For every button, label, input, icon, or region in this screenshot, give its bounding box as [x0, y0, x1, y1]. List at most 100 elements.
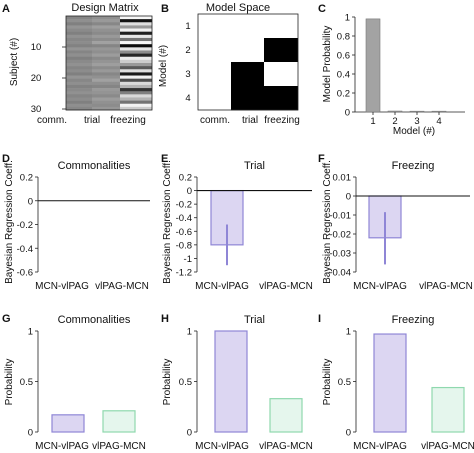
- panel-a-cell: [120, 25, 152, 29]
- panel-a-cell: [66, 31, 92, 36]
- panel-a-cell: [92, 59, 120, 64]
- panel-b-ytick-3: 3: [185, 69, 190, 80]
- panel-a-cell: [66, 75, 92, 79]
- panel-a-cell: [92, 75, 120, 79]
- panel-b-cell: [264, 14, 298, 39]
- panel-a-cell: [92, 56, 120, 61]
- panel-a-cell: [120, 16, 152, 20]
- panel-c-bar: [387, 110, 403, 113]
- panel-a-heatmap: [66, 16, 152, 111]
- panel-a-cell: [92, 106, 120, 111]
- panel-a-cell: [92, 22, 120, 26]
- panel-e-ytick-label: -0.4: [176, 213, 192, 224]
- panel-e-ytick-label: -0.8: [176, 240, 192, 251]
- panel-c-xlabel: Model (#): [393, 126, 435, 137]
- panel-f-ytick-label: 0.01: [333, 173, 352, 184]
- panel-a-cell: [92, 34, 120, 39]
- panel-b-heatmap: [198, 14, 298, 111]
- panel-a-cell: [66, 91, 92, 95]
- panel-label-g: G: [2, 313, 11, 325]
- panel-a-ylabel: Subject (#): [9, 38, 20, 86]
- panel-f-title: Freezing: [392, 160, 435, 172]
- panel-a-cell: [66, 53, 92, 58]
- panel-a-cell: [92, 50, 120, 54]
- panel-a-cell: [66, 37, 92, 42]
- panel-a-cell: [92, 84, 120, 89]
- panel-b-cell: [231, 38, 264, 63]
- panel-b-cell: [198, 14, 231, 39]
- panel-d-ytick-label: -0.6: [17, 268, 33, 279]
- panel-h-bar: [269, 398, 303, 433]
- panel-a-cell: [92, 72, 120, 76]
- panel-a-cell: [120, 37, 152, 42]
- panel-b-col-trial: trial: [242, 115, 258, 126]
- panel-d-ytick-label: -0.4: [17, 244, 33, 255]
- panel-a-cell: [66, 47, 92, 51]
- panel-a-cell: [120, 41, 152, 45]
- panel-b-col-comm: comm.: [200, 115, 230, 126]
- panel-c-ytick-label: 0.2: [337, 89, 350, 100]
- panel-a-title: Design Matrix: [71, 2, 139, 14]
- panel-c-xtick-label: 1: [370, 116, 375, 127]
- panel-a-cell: [120, 94, 152, 98]
- panel-a-cell: [66, 34, 92, 39]
- panel-e-ylabel: Bayesian Regression Coeff.: [162, 160, 173, 284]
- panel-c-ytick-label: 0.6: [337, 51, 350, 62]
- panel-a-cell: [66, 94, 92, 98]
- panel-a-cell: [92, 78, 120, 83]
- panel-g-xtick-label: MCN-vlPAG: [35, 441, 89, 452]
- panel-a-cell: [92, 63, 120, 67]
- panel-a-cell: [92, 88, 120, 92]
- panel-a-cell: [120, 84, 152, 89]
- panel-i-ytick-label: 0: [346, 428, 351, 439]
- panel-label-h: H: [161, 313, 169, 325]
- panel-a-cell: [66, 103, 92, 108]
- panel-d-ytick-label: 0: [28, 196, 33, 207]
- panel-c-ytick-label: 0.8: [337, 32, 350, 43]
- panel-b-col-freezing: freezing: [264, 115, 300, 126]
- panel-a-cell: [66, 41, 92, 45]
- panel-f-xtick-label: MCN-vlPAG: [353, 281, 407, 292]
- panel-a-cell: [92, 31, 120, 36]
- panel-a-cell: [92, 94, 120, 98]
- panel-a-cell: [66, 44, 92, 48]
- panel-a-cell: [120, 106, 152, 111]
- panel-g-xtick-label: vlPAG-MCN: [92, 441, 146, 452]
- panel-label-f: F: [318, 153, 325, 165]
- panel-e-title: Trial: [244, 160, 265, 172]
- panel-a-cell: [120, 50, 152, 54]
- panel-e-ytick-label: 0.2: [179, 173, 192, 184]
- panel-g-ylabel: Probability: [4, 359, 15, 406]
- panel-h-ytick-label: 0: [187, 428, 192, 439]
- panel-a-cell: [120, 72, 152, 76]
- panel-a-cell: [120, 47, 152, 51]
- panel-h-xtick-label: vlPAG-MCN: [259, 441, 313, 452]
- panel-d-ylabel: Bayesian Regression Coeff.: [4, 160, 15, 284]
- panel-a-cell: [66, 16, 92, 20]
- panel-h-ylabel: Probability: [162, 359, 173, 406]
- panel-c-ylabel: Model Probability: [322, 26, 333, 103]
- panel-g-ytick-label: 0.5: [20, 377, 33, 388]
- panel-i-bar: [373, 333, 407, 433]
- panel-h-bar: [214, 330, 248, 433]
- panel-h-title: Trial: [244, 314, 265, 326]
- panel-h-ytick-label: 1: [187, 327, 192, 338]
- panel-a-cell: [92, 16, 120, 20]
- panel-c-ytick-label: 1: [345, 13, 350, 24]
- panel-f-ytick-label: 0: [346, 192, 351, 203]
- panel-a-cell: [120, 53, 152, 58]
- panel-i-xtick-label: vlPAG-MCN: [421, 441, 474, 452]
- panel-a-cell: [120, 19, 152, 23]
- panel-a-cell: [120, 69, 152, 73]
- panel-a-cell: [66, 50, 92, 54]
- panel-label-a: A: [2, 3, 10, 15]
- panel-f-ylabel: Bayesian Regression Coeff.: [322, 160, 333, 284]
- panel-f-ytick-label: -0.02: [329, 230, 351, 241]
- panel-a-cell: [120, 34, 152, 39]
- panel-d-title: Commonalities: [58, 160, 131, 172]
- panel-a-cell: [92, 47, 120, 51]
- panel-i-title: Freezing: [392, 314, 435, 326]
- panel-b-title: Model Space: [206, 2, 270, 14]
- panel-a-cell: [66, 19, 92, 23]
